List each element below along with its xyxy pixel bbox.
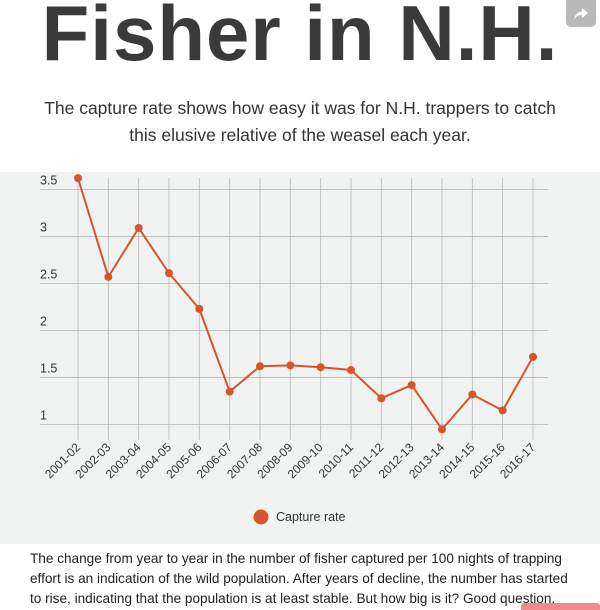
data-point[interactable] bbox=[316, 363, 325, 372]
data-point[interactable] bbox=[347, 366, 355, 375]
corner-tab[interactable] bbox=[521, 603, 600, 610]
data-point[interactable] bbox=[438, 425, 446, 434]
data-point[interactable] bbox=[407, 381, 416, 390]
share-button[interactable] bbox=[566, 0, 596, 27]
grid-lines bbox=[40, 178, 548, 440]
legend-marker bbox=[253, 509, 269, 525]
data-point[interactable] bbox=[256, 362, 264, 371]
y-tick-label: 2 bbox=[40, 315, 47, 329]
data-point[interactable] bbox=[498, 406, 507, 415]
data-point[interactable] bbox=[468, 390, 477, 399]
page-title: Fisher in N.H. bbox=[41, 0, 559, 77]
y-tick-labels: 1 1.5 2 2.5 3 3.5 bbox=[40, 173, 57, 422]
data-point[interactable] bbox=[134, 223, 143, 232]
y-tick-label: 3.5 bbox=[40, 173, 57, 187]
legend-label: Capture rate bbox=[276, 510, 346, 524]
y-tick-label: 1.5 bbox=[40, 362, 57, 376]
chart-panel: 1 1.5 2 2.5 3 3.5 2001-02 2002-03 2003-04 2004-0… bbox=[0, 172, 600, 544]
data-point[interactable] bbox=[529, 352, 537, 361]
data-point[interactable] bbox=[225, 387, 234, 396]
x-tick-labels: 2001-022002-032003-042004-052005-062006-… bbox=[42, 440, 538, 481]
legend: Capture rate bbox=[253, 509, 346, 525]
data-point[interactable] bbox=[74, 174, 82, 183]
series-capture-rate bbox=[74, 174, 537, 434]
data-point[interactable] bbox=[195, 304, 204, 313]
y-tick-label: 1 bbox=[40, 409, 47, 423]
share-icon bbox=[574, 7, 588, 20]
data-point[interactable] bbox=[377, 394, 386, 403]
y-tick-label: 3 bbox=[40, 220, 47, 234]
data-point[interactable] bbox=[286, 361, 295, 370]
capture-rate-chart: 1 1.5 2 2.5 3 3.5 2001-022002-032003-042004-0… bbox=[40, 173, 548, 525]
series-line bbox=[77, 177, 534, 431]
data-point[interactable] bbox=[104, 272, 113, 281]
page-subtitle: The capture rate shows how easy it was f… bbox=[44, 98, 556, 145]
data-point[interactable] bbox=[165, 269, 173, 278]
y-tick-label: 2.5 bbox=[40, 267, 57, 281]
footnote-text: The change from year to year in the numb… bbox=[30, 551, 568, 606]
